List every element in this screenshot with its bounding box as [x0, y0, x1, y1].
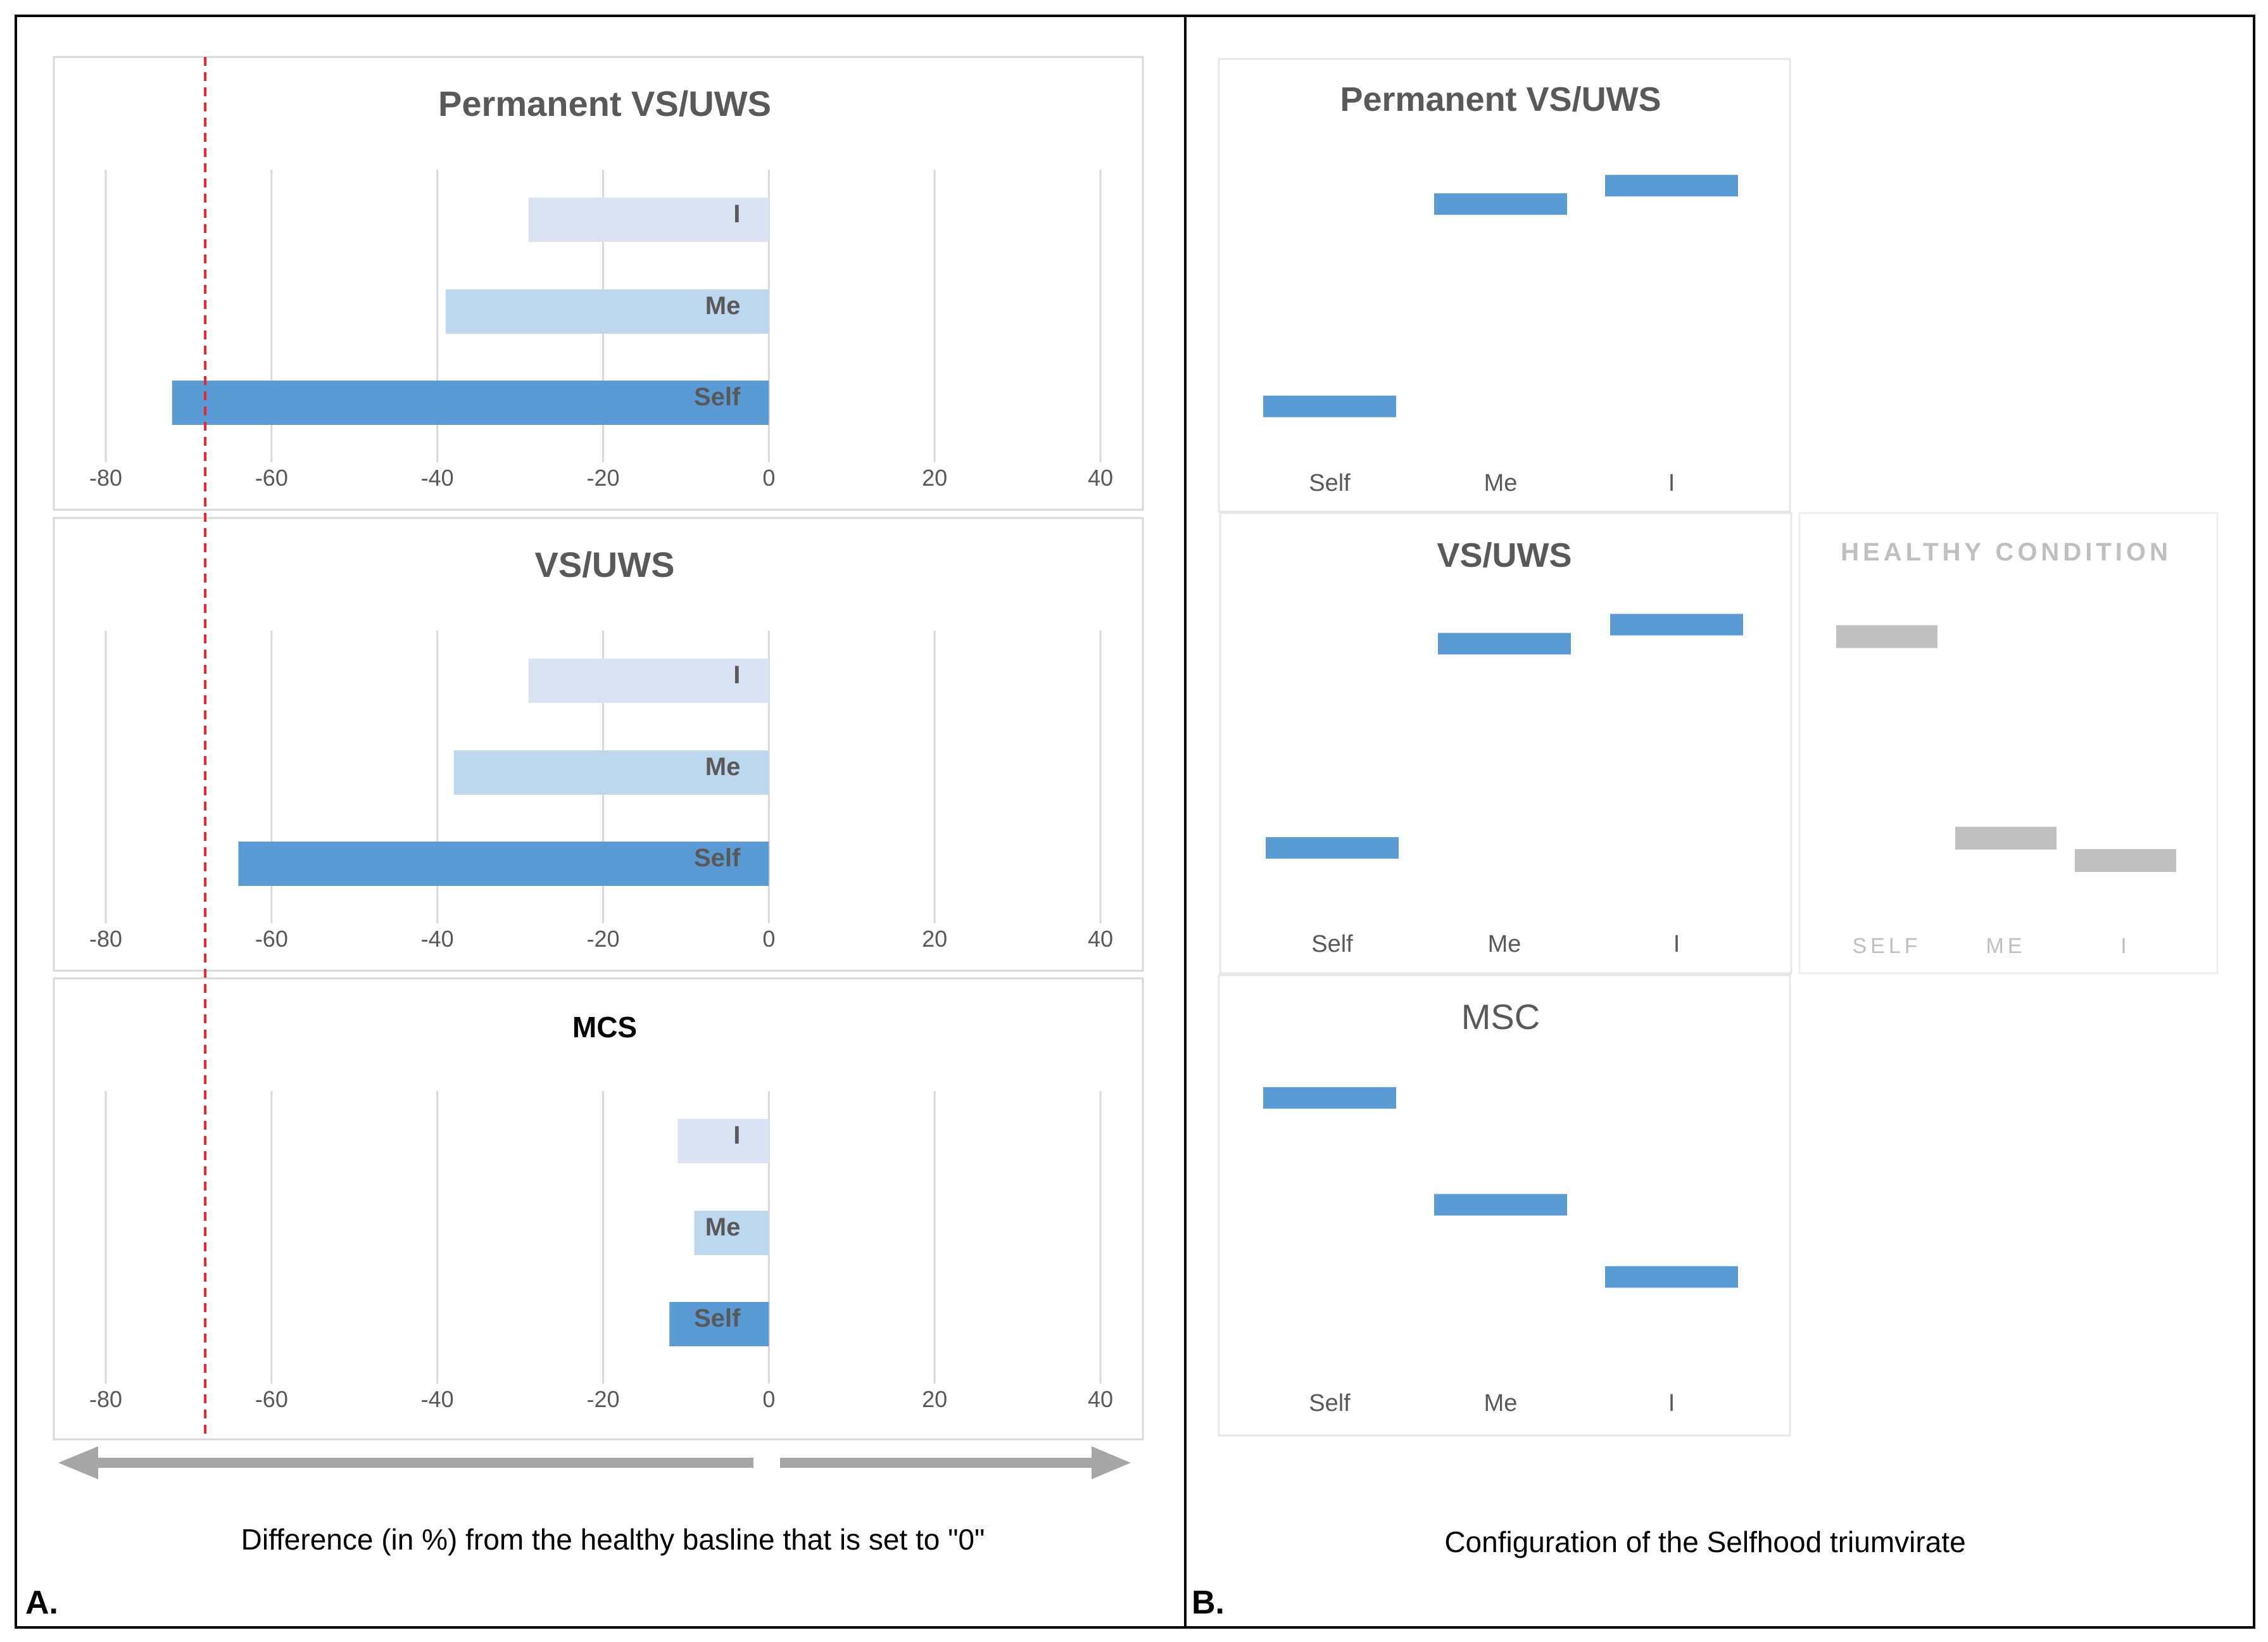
config-tick-label: ME: [1986, 934, 2026, 958]
x-tick-label: -20: [586, 926, 619, 952]
bar-label-i: I: [733, 200, 740, 228]
x-tick-label: 0: [762, 465, 775, 491]
x-tick-label: -60: [255, 926, 288, 952]
config-chart-msc: MSC Self Me I: [1263, 997, 1738, 1417]
config-tick-label: Self: [1309, 1390, 1351, 1417]
left-arrow-icon: [58, 1446, 753, 1479]
chart-box-permanent: [53, 56, 1144, 511]
bar-me: [694, 1211, 769, 1255]
x-tick-label: 20: [922, 465, 947, 491]
panel-b-label: B.: [1192, 1584, 1225, 1621]
x-tick-label: -20: [586, 465, 619, 491]
config-chart-permanent: Permanent VS/UWS Self Me I: [1263, 80, 1738, 496]
config-bar-me: [1434, 1194, 1567, 1216]
x-tick-label: -60: [255, 465, 288, 491]
config-chart-vs: VS/UWS Self Me I: [1266, 536, 1743, 957]
config-title: HEALTHY CONDITION: [1841, 538, 2172, 566]
x-tick-label: 40: [1088, 1386, 1113, 1412]
config-box-permanent: [1218, 58, 1791, 513]
config-tick-label: Self: [1311, 931, 1353, 957]
bar-label-me: Me: [705, 1213, 741, 1241]
config-bar-i: [2075, 849, 2176, 872]
x-tick-label: -80: [89, 1386, 122, 1412]
config-tick-label: Me: [1488, 931, 1521, 957]
config-tick-label: Me: [1484, 1390, 1518, 1417]
x-tick-label: 20: [922, 1386, 947, 1412]
config-bar-self: [1266, 837, 1399, 859]
x-tick-label: -40: [421, 926, 454, 952]
config-title: MSC: [1461, 997, 1540, 1037]
chart-title: VS/UWS: [535, 545, 675, 584]
config-bar-i: [1605, 1266, 1738, 1288]
x-tick-label: -60: [255, 1386, 288, 1412]
config-bar-self: [1263, 1087, 1396, 1109]
x-tick-label: -40: [421, 465, 454, 491]
config-bar-me: [1438, 633, 1571, 655]
bar-label-me: Me: [705, 753, 741, 781]
bar-chart-permanent: -80 -60 -40 -20 0 20 40 Permanent VS/UWS I Me Self: [89, 84, 1113, 491]
config-tick-label: I: [2120, 934, 2130, 958]
config-title: VS/UWS: [1437, 536, 1572, 574]
figure-border: [15, 15, 2255, 1629]
chart-box-vs: [53, 517, 1144, 972]
bar-label-self: Self: [694, 383, 741, 411]
bar-chart-vs: -80 -60 -40 -20 0 20 40 VS/UWS I Me Self: [89, 545, 1113, 952]
config-tick-label: I: [1668, 470, 1675, 496]
x-tick-label: -80: [89, 926, 122, 952]
bar-chart-mcs: -80 -60 -40 -20 0 20 40 MCS I Me Self: [89, 1011, 1113, 1412]
chart-title: MCS: [572, 1011, 637, 1044]
chart-title: Permanent VS/UWS: [438, 84, 771, 123]
x-tick-label: 20: [922, 926, 947, 952]
config-bar-i: [1605, 175, 1738, 197]
x-tick-label: 40: [1088, 465, 1113, 491]
config-tick-label: SELF: [1852, 934, 1921, 958]
x-tick-label: -20: [586, 1386, 619, 1412]
config-bar-self: [1263, 395, 1396, 417]
panel-b-caption: Configuration of the Selfhood triumvirat…: [1444, 1525, 1965, 1558]
bar-i: [528, 659, 769, 703]
config-tick-label: I: [1668, 1390, 1675, 1417]
bar-i: [677, 1119, 769, 1163]
bar-me: [453, 750, 769, 795]
panel-a-label: A.: [25, 1584, 58, 1621]
config-box-healthy: [1798, 512, 2219, 975]
right-arrow-icon: [780, 1446, 1131, 1479]
config-tick-label: I: [1673, 931, 1680, 957]
x-tick-label: 40: [1088, 926, 1113, 952]
bar-label-self: Self: [694, 1304, 741, 1332]
bar-label-i: I: [733, 1121, 740, 1149]
x-tick-label: -80: [89, 465, 122, 491]
config-tick-label: Self: [1309, 470, 1351, 496]
bar-me: [445, 289, 769, 334]
config-bar-i: [1610, 614, 1743, 636]
config-bar-me: [1955, 826, 2057, 850]
config-tick-label: Me: [1484, 470, 1518, 496]
config-bar-me: [1434, 193, 1567, 215]
x-tick-label: -40: [421, 1386, 454, 1412]
bar-label-me: Me: [705, 292, 741, 320]
config-bar-self: [1836, 625, 1937, 648]
bar-i: [528, 198, 769, 242]
x-tick-label: 0: [762, 1386, 775, 1412]
bar-self: [669, 1302, 769, 1346]
bar-self: [238, 842, 769, 886]
panel-a-caption: Difference (in %) from the healthy basli…: [241, 1523, 985, 1556]
bar-self: [172, 381, 769, 425]
bar-label-self: Self: [694, 844, 741, 872]
bar-label-i: I: [733, 661, 740, 689]
chart-box-mcs: [53, 977, 1144, 1441]
config-box-vs: [1219, 512, 1792, 975]
config-title: Permanent VS/UWS: [1340, 80, 1661, 118]
x-tick-label: 0: [762, 926, 775, 952]
config-chart-healthy: HEALTHY CONDITION SELF ME I: [1836, 538, 2176, 958]
